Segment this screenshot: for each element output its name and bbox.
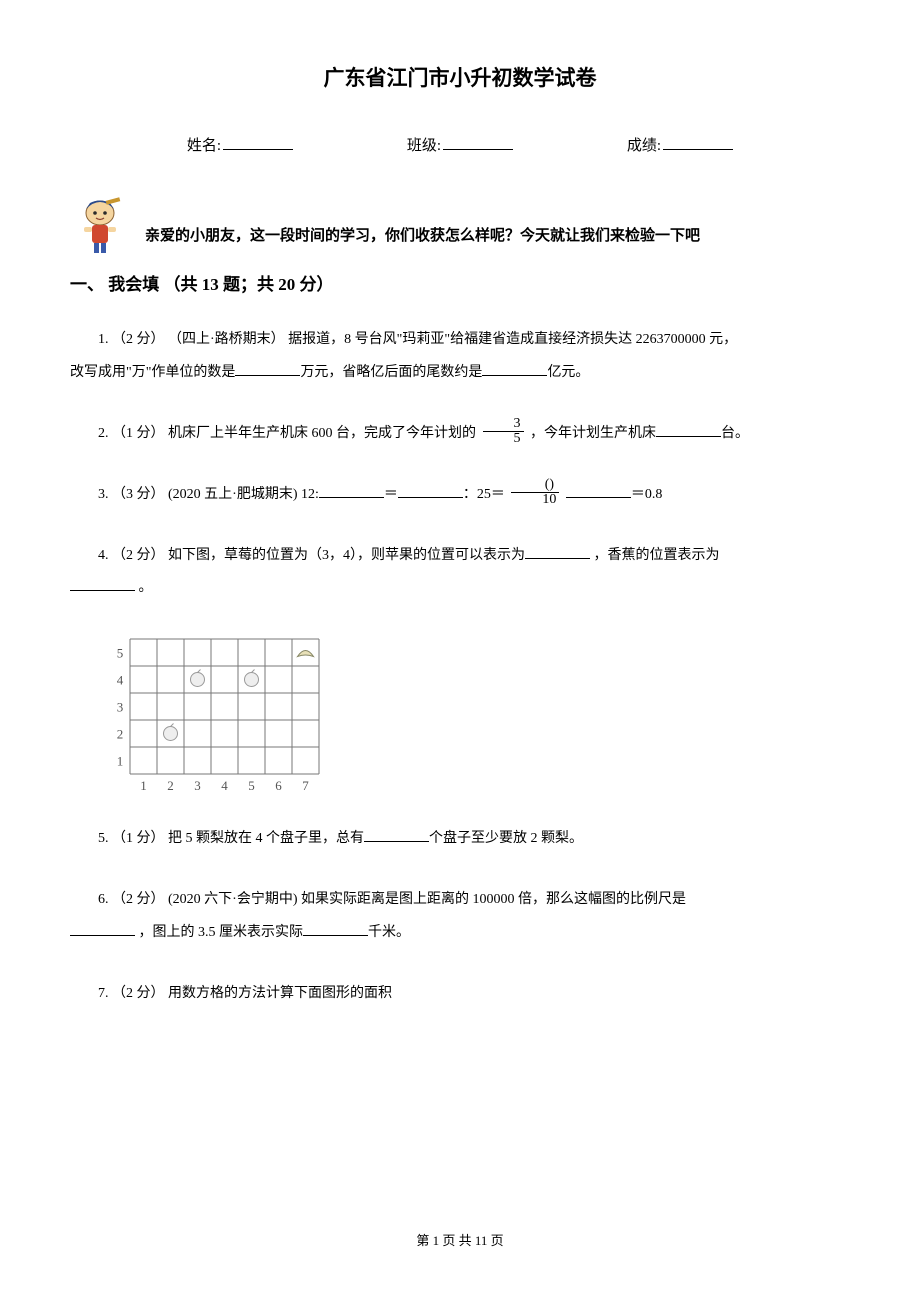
svg-text:2: 2 <box>117 727 124 742</box>
cartoon-child-icon <box>70 195 130 255</box>
svg-text:5: 5 <box>117 646 124 661</box>
question-5: 5. （1 分） 把 5 颗梨放在 4 个盘子里，总有个盘子至少要放 2 颗梨。 <box>70 824 850 855</box>
intro-block: 亲爱的小朋友，这一段时间的学习，你们收获怎么样呢？今天就让我们来检验一下吧 <box>70 195 850 255</box>
fraction-blank-10: ()10 <box>511 478 559 507</box>
coordinate-grid: 5 4 3 2 1 1 2 3 4 5 6 7 <box>102 634 850 794</box>
svg-text:3: 3 <box>117 700 124 715</box>
svg-text:6: 6 <box>275 778 282 793</box>
svg-text:7: 7 <box>302 778 309 793</box>
header-fields: 姓名: 班级: 成绩: <box>70 133 850 160</box>
svg-text:4: 4 <box>117 673 124 688</box>
question-6-cont: ，图上的 3.5 厘米表示实际千米。 <box>70 918 850 949</box>
question-1-cont: 改写成用"万"作单位的数是万元，省略亿后面的尾数约是亿元。 <box>70 358 850 389</box>
score-field: 成绩: <box>627 133 733 160</box>
page-footer: 第 1 页 共 11 页 <box>0 1229 920 1252</box>
svg-text:2: 2 <box>167 778 174 793</box>
question-4: 4. （2 分） 如下图，草莓的位置为（3，4），则苹果的位置可以表示为 ，香蕉… <box>70 541 850 572</box>
name-field: 姓名: <box>187 133 293 160</box>
svg-text:1: 1 <box>140 778 147 793</box>
question-7: 7. （2 分） 用数方格的方法计算下面图形的面积 <box>70 979 850 1010</box>
question-2: 2. （1 分） 机床厂上半年生产机床 600 台，完成了今年计划的 35 ，今… <box>70 419 850 450</box>
fraction-3-5: 35 <box>483 417 524 446</box>
class-field: 班级: <box>407 133 513 160</box>
svg-text:3: 3 <box>194 778 201 793</box>
section-heading: 一、 我会填 （共 13 题；共 20 分） <box>70 270 850 301</box>
question-4-cont: 。 <box>70 573 850 604</box>
svg-text:5: 5 <box>248 778 255 793</box>
question-3: 3. （3 分） (2020 五上·肥城期末) 12:＝：25＝ ()10 ＝0… <box>70 480 850 511</box>
svg-text:4: 4 <box>221 778 228 793</box>
grid-svg: 5 4 3 2 1 1 2 3 4 5 6 7 <box>102 634 332 794</box>
page-title: 广东省江门市小升初数学试卷 <box>70 60 850 98</box>
question-6: 6. （2 分） (2020 六下·会宁期中) 如果实际距离是图上距离的 100… <box>70 885 850 916</box>
svg-text:1: 1 <box>117 754 124 769</box>
intro-text: 亲爱的小朋友，这一段时间的学习，你们收获怎么样呢？今天就让我们来检验一下吧 <box>145 223 700 255</box>
question-1: 1. （2 分） （四上·路桥期末） 据报道，8 号台风"玛莉亚"给福建省造成直… <box>70 325 850 356</box>
